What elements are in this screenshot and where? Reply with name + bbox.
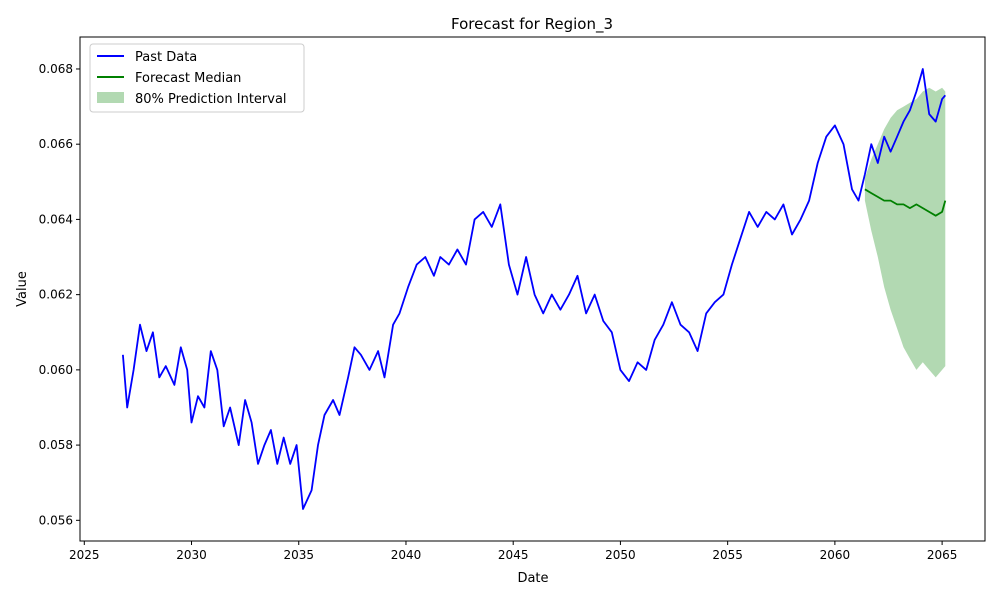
y-axis-label: Value — [15, 271, 30, 307]
legend: Past Data Forecast Median 80% Prediction… — [89, 43, 305, 113]
prediction-interval-band — [864, 87, 946, 378]
x-tick-label: 2045 — [498, 548, 529, 562]
y-tick-label: 0.068 — [39, 62, 73, 76]
x-tick-label: 2040 — [391, 548, 422, 562]
y-tick-label: 0.066 — [39, 137, 73, 151]
x-axis: 2025 2030 2035 2040 2045 2050 2055 2060 2065 — [69, 541, 957, 562]
y-tick-label: 0.056 — [39, 513, 73, 527]
axes-frame — [79, 36, 986, 542]
chart-title: Forecast for Region_3 — [451, 15, 613, 34]
y-tick-label: 0.060 — [39, 363, 73, 377]
y-axis: 0.056 0.058 0.060 0.062 0.064 0.066 0.068 — [39, 62, 80, 527]
x-axis-label: Date — [517, 571, 548, 586]
legend-label-past-data: Past Data — [135, 50, 197, 65]
legend-box — [89, 43, 305, 113]
legend-swatch-prediction-interval — [97, 92, 124, 103]
legend-label-forecast-median: Forecast Median — [135, 71, 241, 86]
x-tick-label: 2035 — [283, 548, 314, 562]
y-tick-label: 0.058 — [39, 438, 73, 452]
forecast-median-line — [864, 188, 947, 217]
legend-label-prediction-interval: 80% Prediction Interval — [135, 92, 287, 107]
x-tick-label: 2055 — [712, 548, 743, 562]
y-tick-label: 0.062 — [39, 288, 73, 302]
x-tick-label: 2050 — [605, 548, 636, 562]
x-tick-label: 2030 — [176, 548, 207, 562]
x-tick-label: 2025 — [69, 548, 100, 562]
x-tick-label: 2060 — [820, 548, 851, 562]
plot-area — [122, 68, 947, 510]
y-tick-label: 0.064 — [39, 212, 73, 226]
x-tick-label: 2065 — [927, 548, 958, 562]
past-data-line — [122, 68, 946, 510]
